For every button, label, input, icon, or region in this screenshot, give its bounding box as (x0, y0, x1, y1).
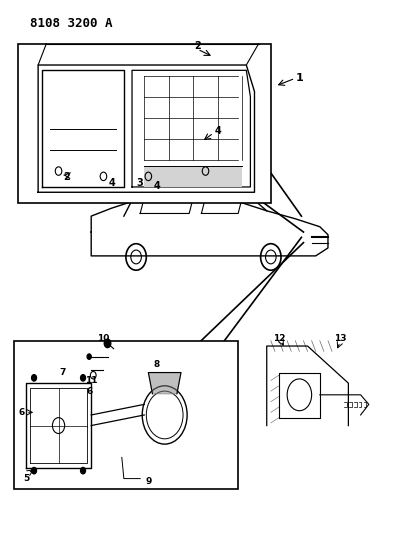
Text: 7: 7 (60, 368, 66, 377)
Circle shape (32, 467, 37, 474)
Text: 4: 4 (215, 126, 221, 136)
Circle shape (32, 375, 37, 381)
Text: 5: 5 (23, 474, 29, 483)
Text: 6: 6 (18, 408, 25, 417)
Text: 4: 4 (108, 177, 115, 188)
Text: 1: 1 (296, 73, 303, 83)
Circle shape (104, 339, 111, 348)
Text: 9: 9 (145, 477, 152, 486)
Text: 6: 6 (86, 386, 92, 395)
Text: 13: 13 (334, 334, 346, 343)
Polygon shape (148, 373, 181, 394)
Bar (18, 44, 271, 203)
Text: 8108 3200 A: 8108 3200 A (30, 17, 113, 30)
Text: 12: 12 (273, 334, 285, 343)
Text: 8: 8 (153, 360, 159, 369)
Text: 2: 2 (63, 172, 70, 182)
Text: 4: 4 (153, 181, 160, 191)
Text: 11: 11 (85, 376, 97, 385)
Polygon shape (144, 166, 242, 187)
Circle shape (81, 375, 85, 381)
Text: 3: 3 (137, 177, 143, 188)
Circle shape (81, 467, 85, 474)
Circle shape (87, 354, 91, 359)
Text: 2: 2 (194, 42, 201, 52)
Bar (14, 341, 238, 489)
Text: 10: 10 (97, 334, 110, 343)
